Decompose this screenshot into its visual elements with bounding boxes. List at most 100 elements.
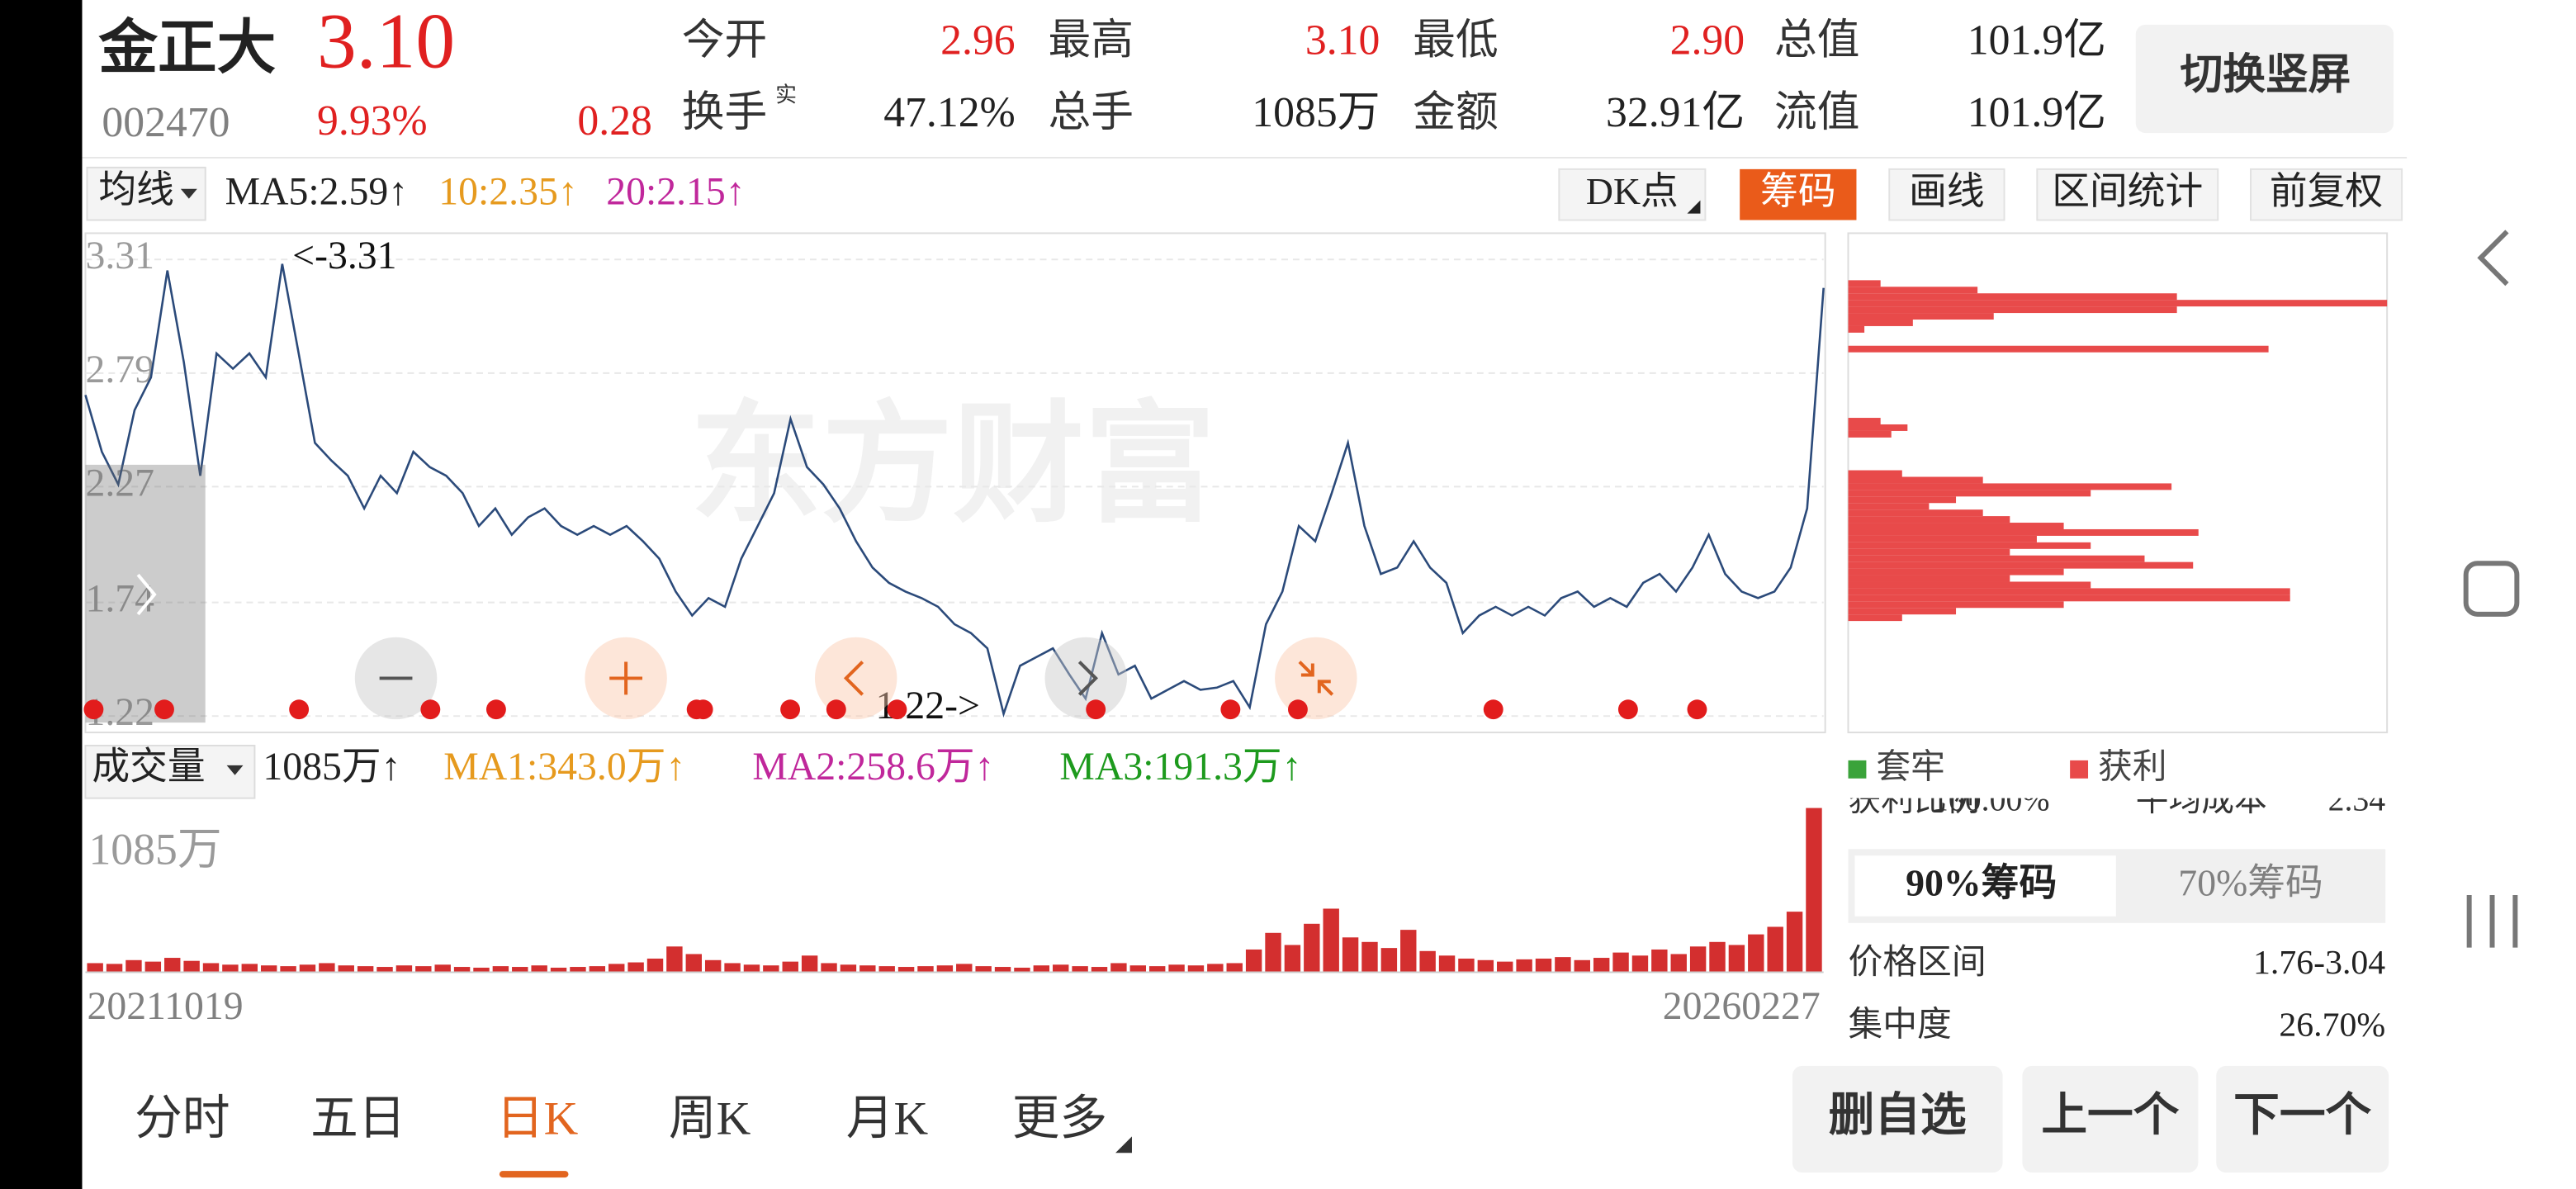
legend-swatch [1848,760,1867,779]
signal-dot [420,699,441,720]
switch-button[interactable] [2135,24,2394,134]
volume-bar [1458,958,1475,973]
watermark: 东方财富 [690,393,1216,538]
nav-home[interactable] [2463,561,2520,617]
volume-bar [453,967,471,973]
stat-label: 今开 [682,17,767,64]
chip-bar [1848,555,2145,562]
toolbar-button-label[interactable]: 区间统计 [2052,170,2203,212]
chip-bar [1848,424,1908,431]
volume-ma2: MA2:258.6万↑ [752,745,994,789]
scroll-handle[interactable] [85,464,206,723]
volume-bar [1670,954,1687,973]
chip-tab-active[interactable] [1854,855,2116,917]
volume-bar [1168,964,1185,973]
chip-bar [1848,516,2010,523]
icon [843,661,864,696]
volume-bar [1612,952,1629,973]
signal-dot [693,699,713,720]
action-button-label[interactable]: 下一个 [2233,1090,2371,1141]
action-button[interactable] [2022,1065,2199,1173]
toolbar-buttons: DK点 筹码 画线 区间统计 前复权 [1558,168,2403,221]
period-tab[interactable]: 日K [496,1093,579,1145]
volume-select[interactable] [84,744,256,799]
price-line [84,263,1825,718]
action-button-label[interactable]: 上一个 [2041,1090,2179,1141]
signal-dot [887,699,907,720]
volume-bar [531,965,547,973]
action-button[interactable] [1792,1065,2003,1173]
stat-label: 最低 [1413,17,1498,64]
toolbar-button[interactable] [1888,168,2005,221]
action-button-label[interactable]: 删自选 [1829,1090,1967,1141]
stock-price: 3.10 [317,0,455,85]
indicator-label[interactable]: 均线 [98,168,174,211]
chip-tab[interactable]: 70%筹码 [2178,862,2323,904]
chip-bar [1848,523,2064,529]
reset-zoom[interactable] [1275,637,1357,720]
y-tick-label: 1.74 [85,577,154,621]
chip-tab[interactable]: 90%筹码 [1906,862,2057,904]
change-pct: 9.93% [317,97,428,144]
stat-value: 3.10 [1305,17,1380,64]
volume-title[interactable]: 成交量 [92,745,205,787]
y-tick-label: 3.31 [85,234,154,277]
info-label: 获利比例 [1849,782,1980,818]
chip-bar [1848,293,2177,301]
volume-bar [1091,967,1108,973]
chart-controls [354,637,1357,720]
volume-bar [1497,961,1513,973]
volume-bar [299,964,316,973]
stat-value: 2.96 [940,17,1016,64]
volume-bar [1284,945,1301,973]
volume-bar [1400,930,1417,973]
ma10: 10:2.35↑ [438,170,577,214]
volume-bar [241,964,258,973]
volume-bar [1516,959,1532,973]
move-right[interactable] [1044,637,1127,720]
nav-back[interactable] [2477,230,2509,287]
signal-dot [1220,699,1241,720]
volume-bar [936,965,954,973]
chip-bar [1848,614,1902,622]
volume-bar [1419,950,1436,973]
stat-value: 47.12% [883,89,1015,136]
toolbar-button-label[interactable]: DK点 [1586,170,1679,212]
volume-bar [357,966,374,973]
period-tab[interactable]: 更多 [1012,1093,1107,1145]
toolbar-button[interactable] [2250,168,2403,221]
volume-bar [1129,965,1146,973]
toolbar-button[interactable] [1558,168,1707,221]
chip-bar [1848,280,1881,287]
period-tab[interactable]: 周K [669,1093,751,1145]
info-value: 1.76-3.04 [2253,944,2385,982]
toolbar-button-label[interactable]: 前复权 [2270,170,2383,212]
volume-bar [1651,949,1668,973]
bottom-buttons: 删自选 上一个 下一个 [1792,1065,2389,1173]
change: 0.28 [577,97,652,144]
period-tab[interactable]: 月K [846,1093,929,1145]
volume-bar [376,967,393,973]
volume-bar [1033,965,1050,973]
move-left[interactable] [814,637,897,720]
period-tab[interactable]: 五日 [310,1093,405,1145]
volume-bar [859,965,876,973]
switch-button-label[interactable]: 切换竖屏 [2180,50,2351,98]
nav-recents[interactable] [2466,894,2518,948]
volume-bar [1786,912,1803,973]
signal-dot [1086,699,1106,720]
ma20: 20:2.15↑ [606,170,745,214]
toolbar-button-label[interactable]: 画线 [1909,170,1985,212]
scroll-arrow [136,573,157,616]
volume-bar [260,965,277,973]
volume-bar [183,960,200,973]
info-value: 26.70% [2279,1007,2385,1045]
toolbar-button[interactable] [1740,168,1857,220]
toolbar-button-label[interactable]: 筹码 [1760,170,1836,212]
toolbar-button[interactable] [2036,168,2219,221]
action-button[interactable] [2216,1065,2389,1173]
period-tab[interactable]: 分时 [135,1093,230,1145]
stat-value: 2.90 [1670,17,1745,64]
stat-value: 1085万 [1252,89,1380,136]
